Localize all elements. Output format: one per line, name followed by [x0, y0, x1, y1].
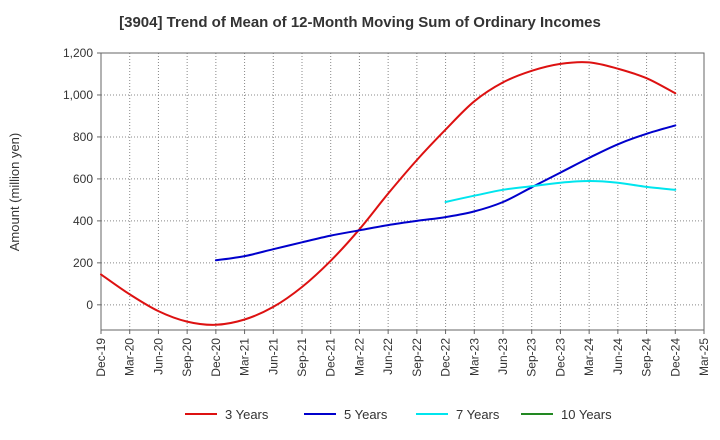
y-tick-label: 0: [86, 298, 93, 312]
y-tick-label: 400: [73, 214, 93, 228]
legend-label-7-years: 7 Years: [456, 407, 500, 422]
series-line-7-years: [444, 180, 677, 203]
x-tick-label: Jun-22: [381, 338, 395, 375]
x-axis-ticks: Dec-19 Mar-20 Jun-20 Sep-20 Dec-20 Mar-21 Jun-…: [94, 330, 711, 377]
x-tick-label: Sep-24: [640, 338, 654, 377]
x-tick-label: Dec-22: [439, 338, 453, 377]
x-tick-label: Mar-23: [467, 338, 481, 376]
y-tick-label: 800: [73, 130, 93, 144]
legend: 3 Years 5 Years 7 Years 10 Years: [185, 407, 612, 422]
y-tick-label: 1,000: [63, 88, 93, 102]
x-tick-label: Dec-21: [324, 338, 338, 377]
x-tick-label: Mar-21: [238, 338, 252, 376]
x-tick-label: Jun-24: [611, 338, 625, 375]
x-tick-label: Jun-23: [496, 338, 510, 375]
legend-label-5-years: 5 Years: [344, 407, 388, 422]
x-tick-label: Mar-25: [697, 338, 711, 376]
x-tick-label: Sep-22: [410, 338, 424, 377]
x-tick-label: Dec-23: [553, 338, 567, 377]
data-series: [100, 61, 677, 326]
x-tick-label: Jun-20: [151, 338, 165, 375]
x-tick-label: Dec-19: [94, 338, 108, 377]
legend-label-10-years: 10 Years: [561, 407, 612, 422]
x-tick-label: Sep-21: [295, 338, 309, 377]
legend-label-3-years: 3 Years: [225, 407, 269, 422]
y-tick-label: 200: [73, 256, 93, 270]
plot-area-frame: [100, 52, 705, 331]
x-tick-label: Dec-24: [668, 338, 682, 377]
x-tick-label: Dec-20: [209, 338, 223, 377]
series-line-5-years: [214, 124, 677, 262]
x-tick-label: Mar-22: [352, 338, 366, 376]
chart-title: [3904] Trend of Mean of 12-Month Moving …: [119, 14, 601, 31]
x-tick-label: Sep-23: [525, 338, 539, 377]
x-tick-label: Jun-21: [266, 338, 280, 375]
y-tick-label: 600: [73, 172, 93, 186]
y-axis-ticks: 0 200 400 600 800 1,000 1,200: [63, 46, 101, 312]
x-tick-label: Sep-20: [180, 338, 194, 377]
grid-lines: [101, 52, 704, 330]
y-tick-label: 1,200: [63, 46, 93, 60]
x-tick-label: Mar-20: [123, 338, 137, 376]
x-tick-label: Mar-24: [582, 338, 596, 376]
series-line-3-years: [100, 61, 677, 326]
y-axis-label: Amount (million yen): [7, 133, 22, 252]
